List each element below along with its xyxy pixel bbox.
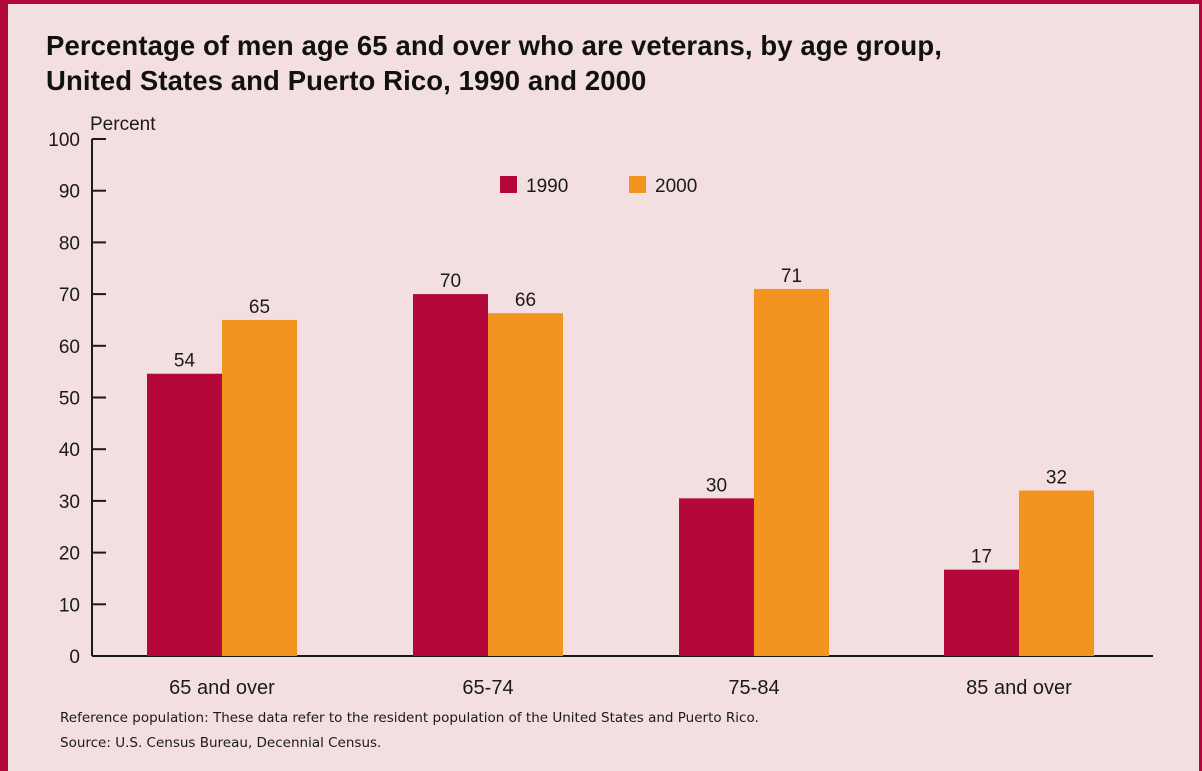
legend-swatch-2000 bbox=[629, 176, 646, 193]
data-label: 71 bbox=[781, 266, 802, 287]
y-tick-label: 100 bbox=[48, 130, 80, 151]
x-category-label: 65-74 bbox=[462, 677, 513, 699]
data-label: 65 bbox=[249, 297, 270, 318]
y-tick-label: 80 bbox=[59, 233, 80, 254]
y-tick-label: 30 bbox=[59, 492, 80, 513]
x-category-label: 65 and over bbox=[169, 677, 275, 699]
chart-title-line-1: Percentage of men age 65 and over who ar… bbox=[46, 30, 942, 61]
y-tick-label: 20 bbox=[59, 544, 80, 565]
y-tick-label: 10 bbox=[59, 595, 80, 616]
data-label: 32 bbox=[1046, 468, 1067, 489]
bar-2000-1 bbox=[488, 313, 563, 656]
legend-label-1990: 1990 bbox=[526, 176, 568, 197]
data-label: 66 bbox=[515, 290, 536, 311]
chart-legend: 1990 2000 bbox=[500, 176, 697, 197]
legend-label-2000: 2000 bbox=[655, 176, 697, 197]
y-axis-label: Percent bbox=[90, 114, 156, 135]
chart-title-line-2: United States and Puerto Rico, 1990 and … bbox=[46, 65, 647, 96]
reference-note: Reference population: These data refer t… bbox=[60, 710, 759, 726]
y-tick-label: 90 bbox=[59, 182, 80, 203]
y-tick-label: 60 bbox=[59, 337, 80, 358]
y-tick-label: 70 bbox=[59, 285, 80, 306]
legend-swatch-1990 bbox=[500, 176, 517, 193]
bar-1990-2 bbox=[679, 498, 754, 656]
bar-1990-3 bbox=[944, 569, 1019, 656]
chart-title: Percentage of men age 65 and over who ar… bbox=[46, 28, 942, 98]
bar-2000-2 bbox=[754, 288, 829, 656]
bar-1990-1 bbox=[413, 294, 488, 656]
data-label: 30 bbox=[706, 475, 727, 496]
y-tick-label: 0 bbox=[69, 647, 80, 668]
source-note: Source: U.S. Census Bureau, Decennial Ce… bbox=[60, 735, 382, 751]
y-tick-label: 40 bbox=[59, 440, 80, 461]
data-label: 17 bbox=[971, 547, 992, 568]
bar-2000-0 bbox=[222, 319, 297, 656]
bar-1990-0 bbox=[147, 373, 222, 656]
x-category-label: 85 and over bbox=[966, 677, 1072, 699]
x-category-label: 75-84 bbox=[728, 677, 779, 699]
chart-bars: 54 65 65 and over 70 66 65-74 30 71 75-84 17 32 85 … bbox=[147, 266, 1094, 699]
y-tick-label: 50 bbox=[59, 389, 80, 410]
data-label: 70 bbox=[440, 271, 461, 292]
data-label: 54 bbox=[174, 351, 196, 372]
bar-2000-3 bbox=[1019, 490, 1094, 656]
